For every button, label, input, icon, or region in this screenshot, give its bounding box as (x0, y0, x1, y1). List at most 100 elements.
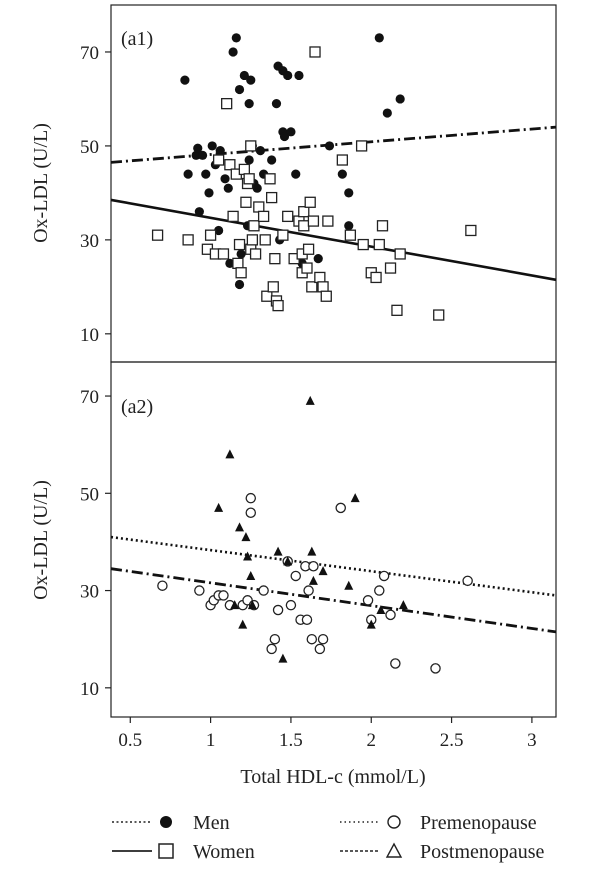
point-women (394, 248, 406, 260)
point-postmenopause (318, 566, 328, 576)
legend-marker-postmenopause (385, 842, 403, 858)
panel-a1: (a1) 10 30 50 70 Ox-LDL (U/L) (30, 4, 557, 363)
x-tick-label: 0.5 (118, 730, 142, 751)
point-women (264, 173, 276, 185)
point-premenopause (157, 580, 168, 591)
point-premenopause (301, 614, 313, 625)
point-men (291, 169, 301, 179)
point-postmenopause (238, 619, 248, 629)
point-women (240, 196, 252, 208)
legend-marker-men (160, 816, 172, 828)
point-women (182, 234, 194, 246)
point-women (309, 46, 321, 58)
point-men (214, 225, 224, 236)
panel-a2-y-tick-label: 70 (80, 387, 99, 408)
point-premenopause (374, 585, 385, 596)
point-men (313, 254, 323, 264)
point-women (238, 163, 250, 176)
point-women (217, 248, 230, 260)
trendline-premenopause (110, 535, 557, 597)
panel-a2-frame (110, 361, 557, 718)
point-women (302, 243, 315, 255)
point-women (317, 281, 329, 293)
point-men (228, 47, 238, 57)
point-women (322, 215, 334, 227)
point-men (231, 33, 241, 43)
panel-a1-y-tick-label: 30 (80, 231, 99, 252)
point-men (183, 169, 193, 179)
point-men (395, 94, 405, 104)
point-premenopause (269, 633, 281, 645)
point-postmenopause (308, 575, 318, 585)
panel-a2-y-tick-label: 10 (80, 679, 99, 700)
point-women (384, 262, 397, 274)
legend-label-women: Women (193, 841, 255, 863)
point-women (212, 154, 225, 166)
panel-a2-label: (a2) (121, 396, 153, 418)
point-women (391, 304, 403, 316)
point-women (235, 267, 247, 279)
point-women (355, 140, 368, 152)
x-axis-label: Total HDL-c (mmol/L) (240, 766, 425, 788)
point-premenopause (266, 643, 277, 655)
point-postmenopause (350, 493, 360, 503)
point-women (272, 299, 284, 312)
panel-a1-label: (a1) (121, 28, 153, 50)
trendline-women (110, 198, 557, 282)
point-men (193, 143, 203, 153)
point-postmenopause (247, 600, 257, 610)
point-men (234, 279, 245, 290)
point-postmenopause (225, 449, 235, 459)
point-women (227, 210, 239, 223)
point-postmenopause (273, 546, 283, 556)
x-tick-label: 2.5 (440, 730, 464, 751)
point-men (382, 108, 392, 118)
x-tick-label: 2 (367, 730, 377, 751)
point-postmenopause (214, 502, 224, 512)
point-women (336, 154, 348, 166)
point-men (267, 155, 277, 165)
point-women (245, 140, 257, 152)
point-women (243, 173, 255, 185)
panel-a2-y-tick-label: 30 (80, 582, 99, 603)
point-women (221, 97, 233, 110)
point-men (324, 141, 335, 151)
point-women (306, 281, 318, 293)
point-men (234, 84, 245, 95)
point-premenopause (258, 585, 269, 596)
point-postmenopause (246, 570, 256, 580)
point-postmenopause (305, 395, 315, 405)
point-men (236, 249, 246, 259)
legend-item-men: Men (112, 812, 230, 834)
point-postmenopause (241, 532, 251, 542)
point-women (257, 210, 270, 223)
point-women (320, 290, 332, 302)
point-men (244, 155, 254, 165)
point-women (282, 210, 294, 223)
point-women (373, 238, 385, 251)
point-men (239, 70, 249, 81)
point-premenopause (378, 570, 390, 582)
point-women (232, 257, 244, 270)
point-premenopause (362, 595, 374, 606)
x-tick-label: 1 (206, 730, 216, 751)
point-postmenopause (278, 653, 288, 663)
point-women (307, 215, 320, 227)
point-postmenopause (230, 600, 240, 610)
legend-marker-women (158, 843, 174, 859)
panel-a1-y-axis-label: Ox-LDL (U/L) (30, 123, 52, 243)
panel-a1-frame (110, 4, 557, 363)
point-premenopause (194, 585, 205, 596)
legend-label-men: Men (193, 812, 230, 834)
point-women (248, 220, 260, 232)
point-men (246, 75, 256, 85)
point-premenopause (303, 585, 314, 596)
point-women (267, 281, 279, 293)
point-men (225, 258, 235, 268)
point-women (357, 238, 369, 251)
legend: Men Women Premenopause Postmenopause (112, 812, 545, 863)
point-men (244, 99, 254, 109)
legend-label-postmenopause: Postmenopause (420, 841, 545, 863)
point-women (301, 262, 313, 274)
